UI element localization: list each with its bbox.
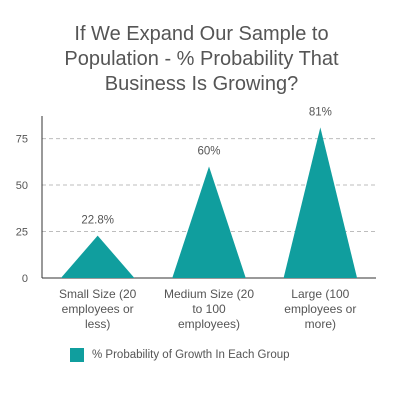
- y-tick-label: 50: [16, 180, 28, 192]
- x-tick-label: employees or: [284, 302, 356, 316]
- data-label: 81%: [309, 106, 332, 118]
- data-label: 60%: [197, 145, 220, 157]
- y-axis-ticks: 0 25 50 75: [16, 134, 28, 285]
- x-tick-label: employees or: [62, 302, 134, 316]
- data-label: 22.8%: [81, 215, 114, 227]
- legend-swatch: [70, 348, 84, 362]
- x-tick-label: Small Size (20: [59, 287, 137, 301]
- y-tick-label: 0: [22, 273, 28, 285]
- bar: [60, 235, 135, 278]
- chart-title-line-1: If We Expand Our Sample to: [74, 23, 329, 45]
- chart-title-line-2: Population - % Probability That: [64, 48, 339, 70]
- x-tick-label: Medium Size (20: [164, 287, 254, 301]
- legend-label: % Probability of Growth In Each Group: [92, 349, 290, 361]
- bars: [60, 127, 358, 278]
- x-tick-label: more): [305, 317, 336, 331]
- y-tick-label: 25: [16, 227, 28, 239]
- x-tick-label: to 100: [192, 302, 226, 316]
- bar: [172, 166, 246, 278]
- x-tick-label: employees): [178, 317, 240, 331]
- x-tick-label: Large (100: [291, 287, 349, 301]
- legend: % Probability of Growth In Each Group: [70, 348, 290, 362]
- chart-title-line-3: Business Is Growing?: [104, 73, 299, 95]
- bar: [283, 127, 358, 278]
- x-tick-label: less): [85, 317, 110, 331]
- chart-title: If We Expand Our Sample to Population - …: [0, 22, 403, 97]
- y-tick-label: 75: [16, 134, 28, 146]
- data-labels: 22.8% 60% 81%: [81, 106, 331, 226]
